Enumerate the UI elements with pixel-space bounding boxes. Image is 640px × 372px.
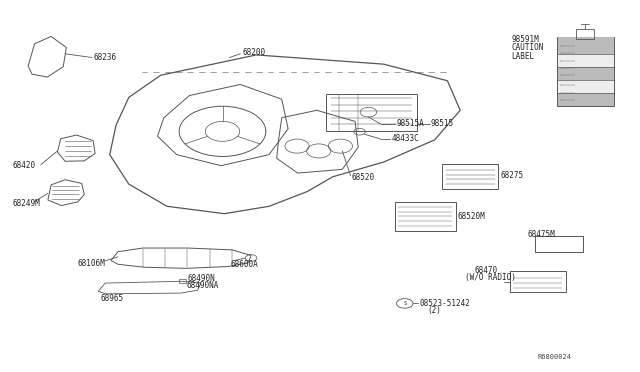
Text: =========: =========: [559, 44, 575, 48]
Bar: [395, 202, 456, 231]
Text: 68520M: 68520M: [457, 212, 484, 221]
Bar: [179, 279, 186, 283]
Bar: [326, 94, 417, 131]
Text: 68475M: 68475M: [528, 230, 556, 239]
Text: =========: =========: [559, 92, 575, 96]
Text: 68200: 68200: [243, 48, 266, 57]
Text: 68490NA: 68490NA: [186, 281, 218, 290]
Text: =========: =========: [559, 52, 575, 55]
Text: 68249M: 68249M: [13, 199, 40, 208]
Bar: [557, 67, 614, 80]
Text: 68470: 68470: [474, 266, 497, 275]
Text: 68106M: 68106M: [78, 259, 106, 268]
Bar: [557, 54, 614, 67]
Text: =========: =========: [559, 66, 575, 70]
Text: CAUTION: CAUTION: [511, 43, 543, 52]
Bar: [536, 236, 583, 252]
Text: R6800024: R6800024: [538, 353, 572, 360]
Text: 68600A: 68600A: [231, 260, 259, 269]
Text: (W/O RADIO): (W/O RADIO): [465, 273, 516, 282]
Text: 98515: 98515: [431, 119, 454, 128]
Text: 68520: 68520: [352, 173, 375, 182]
Bar: [557, 37, 614, 106]
Text: =========: =========: [559, 74, 575, 78]
Text: (2): (2): [427, 306, 441, 315]
Text: 98515A: 98515A: [396, 119, 424, 128]
Text: 08523-51242: 08523-51242: [419, 299, 470, 308]
Bar: [557, 37, 614, 54]
Bar: [557, 93, 614, 106]
Text: 68275: 68275: [500, 171, 524, 180]
Bar: [576, 29, 594, 39]
Bar: [442, 164, 499, 189]
Text: LABEL: LABEL: [511, 52, 534, 61]
Text: 48433C: 48433C: [392, 134, 419, 143]
Bar: [510, 271, 566, 292]
Text: 68236: 68236: [94, 53, 117, 62]
Text: =========: =========: [559, 59, 575, 63]
Bar: [557, 80, 614, 93]
Text: 68420: 68420: [13, 161, 36, 170]
Text: =========: =========: [559, 83, 575, 87]
Text: S: S: [403, 301, 406, 306]
Text: 68490N: 68490N: [188, 274, 215, 283]
Text: 68965: 68965: [100, 294, 124, 303]
Text: =========: =========: [559, 98, 575, 102]
Text: 98591M: 98591M: [511, 35, 539, 44]
